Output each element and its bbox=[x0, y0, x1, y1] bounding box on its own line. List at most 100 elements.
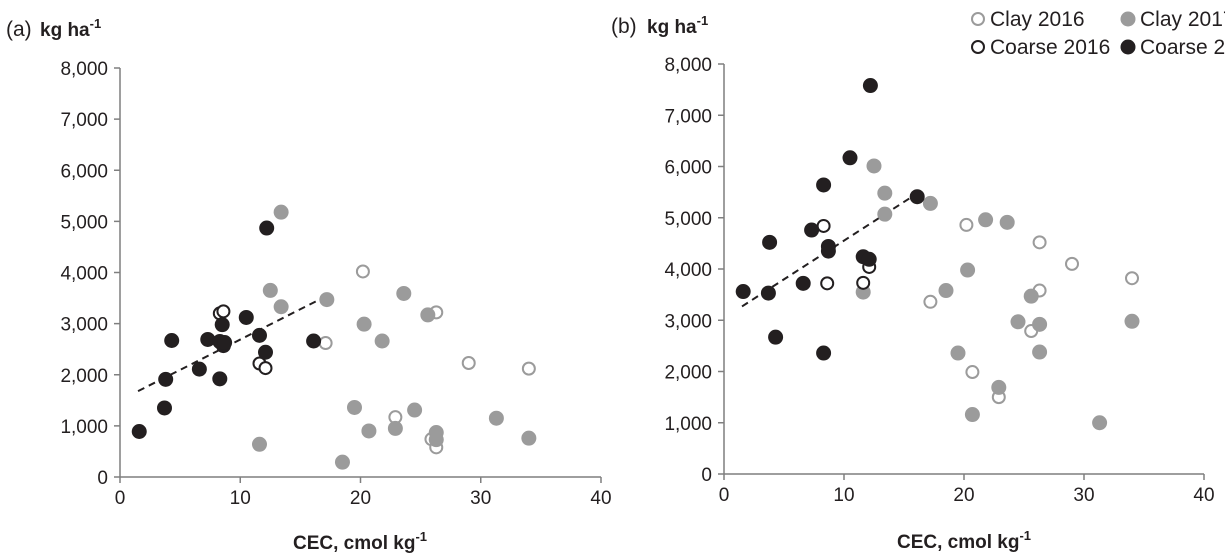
panel-b-point-coarse-2016 bbox=[820, 276, 835, 291]
panel-a-point-clay-2017 bbox=[319, 292, 335, 308]
panel-b-x-axis-label: CEC, cmol kg-1 bbox=[897, 528, 1031, 553]
legend-label-coarse-2016: Coarse 2016 bbox=[990, 36, 1110, 59]
panel-a-point-coarse-2017 bbox=[306, 333, 322, 349]
panel-a-point-clay-2017 bbox=[273, 299, 289, 315]
panel-a-point-clay-2017 bbox=[361, 423, 377, 439]
panel-a-point-clay-2017 bbox=[488, 410, 504, 426]
panel-a-point-coarse-2017 bbox=[212, 371, 228, 387]
panel-a-y-tick-label: 0 bbox=[97, 468, 108, 489]
panel-a-point-coarse-2017 bbox=[258, 344, 274, 360]
panel-a-axes: 0 1,000 2,000 3,000 4,000 5,000 6,000 7,000 8,00… bbox=[60, 59, 611, 509]
panel-b-point-clay-2017 bbox=[1010, 314, 1026, 330]
panel-a-point-coarse-2017 bbox=[238, 309, 254, 325]
panel-b-point-clay-2017 bbox=[1032, 316, 1048, 332]
panel-b-point-clay-2017 bbox=[1124, 313, 1140, 329]
panel-b-point-coarse-2017 bbox=[816, 345, 832, 361]
panel-b-x-tick-label: 10 bbox=[833, 485, 854, 506]
panel-b-point-coarse-2017 bbox=[768, 329, 784, 345]
panel-a-point-coarse-2017 bbox=[191, 361, 207, 377]
panel-b-point-coarse-2016 bbox=[816, 218, 831, 233]
panel-a-point-coarse-2017 bbox=[217, 335, 233, 351]
panel-a-point-coarse-2017 bbox=[251, 327, 267, 343]
panel-b-x-tick-label: 20 bbox=[953, 485, 974, 506]
panel-a-point-clay-2017 bbox=[521, 430, 537, 446]
panel-b-y-axis-label: kg ha-1 bbox=[647, 13, 708, 38]
panel-a-point-coarse-2016 bbox=[216, 304, 231, 319]
panel-b-point-clay-2017 bbox=[999, 214, 1015, 230]
panel-a-x-tick-label: 10 bbox=[230, 488, 251, 509]
legend-item-clay-2016: Clay 2016 bbox=[971, 8, 1085, 31]
panel-b-point-clay-2017 bbox=[978, 212, 994, 228]
panel-b-point-coarse-2017 bbox=[735, 284, 751, 300]
panel-a-x-axis-label: CEC, cmol kg-1 bbox=[293, 529, 427, 553]
panel-b: (b) kg ha-1 CEC, cmol kg-1 0 1,000 2,000 3,… bbox=[611, 13, 1215, 553]
panel-b-point-clay-2017 bbox=[1032, 344, 1048, 360]
panel-a-x-tick-label: 40 bbox=[590, 488, 611, 509]
panel-b-point-coarse-2017 bbox=[909, 189, 925, 205]
panel-b-label: (b) bbox=[611, 15, 637, 38]
panel-a-x-tick-label: 0 bbox=[115, 488, 126, 509]
panel-a-y-tick-label: 8,000 bbox=[60, 59, 108, 80]
legend-item-coarse-2017: Coarse 2017 bbox=[1120, 36, 1225, 59]
panel-b-point-clay-2017 bbox=[991, 379, 1007, 395]
panel-b-point-clay-2016 bbox=[1065, 256, 1079, 271]
panel-a-point-clay-2017 bbox=[428, 432, 444, 448]
legend-marker-coarse-2016 bbox=[971, 40, 985, 54]
panel-a-point-clay-2017 bbox=[387, 420, 403, 436]
panel-a-point-coarse-2017 bbox=[131, 423, 147, 439]
panel-a-point-clay-2017 bbox=[407, 402, 423, 418]
panel-a-y-tick-label: 5,000 bbox=[60, 212, 108, 233]
panel-b-point-clay-2017 bbox=[960, 262, 976, 278]
panel-a-point-coarse-2017 bbox=[200, 331, 216, 347]
panel-b-point-clay-2017 bbox=[877, 206, 893, 222]
legend-marker-coarse-2017 bbox=[1120, 39, 1136, 55]
panel-b-x-tick-label: 40 bbox=[1193, 485, 1214, 506]
panel-b-axes: 0 1,000 2,000 3,000 4,000 5,000 6,000 7,000 8,00… bbox=[664, 55, 1214, 506]
panel-a-point-coarse-2017 bbox=[214, 317, 230, 333]
panel-a-point-clay-2017 bbox=[251, 436, 267, 452]
panel-b-y-tick-label: 1,000 bbox=[664, 414, 712, 435]
panel-a-y-tick-label: 3,000 bbox=[60, 315, 108, 336]
panel-b-y-tick-label: 2,000 bbox=[664, 363, 712, 384]
panel-a-point-clay-2017 bbox=[374, 333, 390, 349]
panel-b-point-clay-2017 bbox=[866, 158, 882, 174]
panel-a-y-tick-label: 2,000 bbox=[60, 366, 108, 387]
panel-a-y-tick-label: 4,000 bbox=[60, 264, 108, 285]
legend-item-clay-2017: Clay 2017 bbox=[1120, 8, 1225, 31]
panel-b-point-coarse-2017 bbox=[795, 275, 811, 291]
panel-b-y-tick-label: 3,000 bbox=[664, 311, 712, 332]
panel-a-point-clay-2016 bbox=[461, 355, 476, 370]
panel-b-point-coarse-2017 bbox=[816, 177, 832, 193]
legend: Clay 2016 Clay 2017 Coarse 2016 Coarse 2… bbox=[971, 8, 1225, 59]
panel-b-point-coarse-2017 bbox=[861, 251, 877, 267]
panel-a-point-clay-2017 bbox=[273, 204, 289, 220]
legend-marker-clay-2017 bbox=[1120, 11, 1136, 27]
panel-a-point-coarse-2017 bbox=[156, 400, 172, 416]
panel-b-point-clay-2017 bbox=[922, 195, 938, 211]
panel-b-point-clay-2016 bbox=[965, 365, 980, 380]
panel-b-x-tick-label: 30 bbox=[1073, 485, 1094, 506]
panel-a-point-coarse-2017 bbox=[259, 220, 275, 236]
panel-a-point-clay-2017 bbox=[396, 285, 412, 301]
panel-b-y-tick-label: 7,000 bbox=[664, 106, 712, 127]
panel-a: (a) kg ha-1 CEC, cmol kg-1 0 1,000 2,000 3,… bbox=[6, 16, 612, 553]
panel-b-point-clay-2016 bbox=[1032, 235, 1047, 250]
panel-b-y-tick-label: 4,000 bbox=[664, 260, 712, 281]
panel-a-point-coarse-2016 bbox=[258, 361, 273, 376]
panel-a-label: (a) bbox=[6, 18, 32, 41]
panel-a-point-clay-2016 bbox=[355, 264, 370, 279]
panel-a-points bbox=[131, 204, 537, 470]
panel-a-point-clay-2017 bbox=[334, 454, 350, 470]
panel-a-y-tick-label: 6,000 bbox=[60, 161, 108, 182]
legend-label-clay-2016: Clay 2016 bbox=[990, 8, 1085, 31]
panel-b-y-tick-label: 5,000 bbox=[664, 209, 712, 230]
panel-a-point-coarse-2017 bbox=[158, 371, 174, 387]
panel-b-point-coarse-2017 bbox=[820, 243, 836, 259]
panel-b-point-clay-2016 bbox=[923, 294, 938, 309]
panel-b-point-coarse-2017 bbox=[762, 234, 778, 250]
legend-marker-clay-2016 bbox=[971, 12, 985, 26]
panel-b-point-clay-2017 bbox=[877, 185, 893, 201]
panel-b-points bbox=[735, 78, 1140, 431]
panel-b-y-tick-label: 0 bbox=[701, 465, 712, 486]
